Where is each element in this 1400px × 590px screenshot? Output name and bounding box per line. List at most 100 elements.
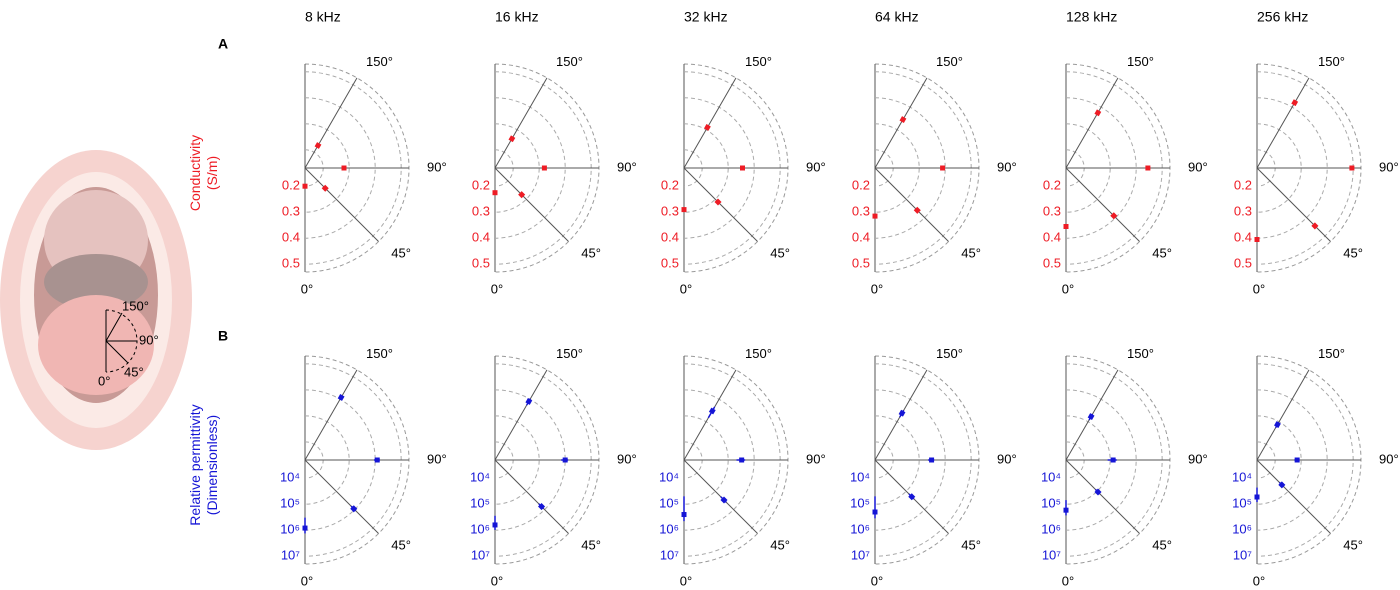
angle-label: 90° [806, 451, 826, 466]
data-point [1295, 458, 1300, 463]
angle-line [495, 168, 569, 242]
data-point [1291, 99, 1298, 106]
angle-label: 90° [617, 451, 637, 466]
angle-label: 0° [1062, 573, 1074, 588]
r-tick-label: 0.4 [1234, 230, 1252, 245]
r-tick-label: 10⁵ [1041, 496, 1061, 511]
angle-label: 0° [871, 281, 883, 296]
r-tick-label: 10⁷ [851, 548, 870, 563]
y-axis-title: Conductivity [187, 135, 203, 211]
angle-label: 45° [1152, 246, 1172, 261]
illustration-label: 45° [124, 364, 144, 379]
angle-label: 0° [301, 573, 313, 588]
data-point [1094, 109, 1101, 116]
data-point [563, 458, 568, 463]
illustration-label: 90° [139, 332, 159, 347]
angle-label: 45° [961, 246, 981, 261]
r-tick-label: 0.3 [282, 204, 300, 219]
column-title: 32 kHz [684, 9, 728, 25]
angle-label: 45° [1343, 246, 1363, 261]
angle-label: 90° [427, 159, 447, 174]
data-point [1088, 413, 1095, 420]
angle-label: 150° [1127, 54, 1154, 69]
r-tick-label: 10⁷ [660, 548, 679, 563]
angle-label: 0° [1253, 281, 1265, 296]
angle-line [684, 78, 736, 168]
r-tick-label: 10⁴ [280, 470, 300, 485]
angle-label: 0° [871, 573, 883, 588]
angle-line [875, 168, 949, 242]
r-tick-label: 10⁶ [659, 522, 679, 537]
angle-label: 150° [556, 346, 583, 361]
angle-label: 150° [366, 54, 393, 69]
data-point [493, 190, 498, 195]
r-tick-label: 10⁶ [1041, 522, 1061, 537]
angle-line [1257, 370, 1309, 460]
data-point [709, 408, 716, 415]
r-tick-label: 10⁶ [1232, 522, 1252, 537]
data-point [899, 410, 906, 417]
r-tick-label: 0.3 [852, 204, 870, 219]
column-title: 16 kHz [495, 9, 539, 25]
data-point [303, 526, 308, 531]
r-tick-label: 0.2 [1234, 178, 1252, 193]
r-tick-label: 10⁴ [1232, 470, 1252, 485]
data-point [740, 166, 745, 171]
illustration-label: 150° [122, 298, 149, 313]
angle-line [495, 460, 569, 534]
data-point [303, 184, 308, 189]
data-point [338, 394, 345, 401]
angle-label: 45° [961, 538, 981, 553]
angle-line [305, 168, 379, 242]
data-point [929, 458, 934, 463]
data-point [1255, 237, 1260, 242]
data-point [508, 135, 515, 142]
angle-label: 0° [1253, 573, 1265, 588]
angle-label: 45° [1152, 538, 1172, 553]
mouth-illustration: 150° 90° 45° 0° [0, 150, 192, 450]
angle-line [1257, 78, 1309, 168]
y-axis-title: (S/m) [204, 156, 220, 190]
r-tick-label: 0.5 [1234, 256, 1252, 271]
angle-label: 90° [1379, 451, 1399, 466]
angle-label: 90° [806, 159, 826, 174]
angle-line [1257, 168, 1331, 242]
angle-line [305, 370, 357, 460]
r-tick-label: 10⁵ [280, 496, 300, 511]
r-tick-label: 10⁶ [850, 522, 870, 537]
y-axis-title: Relative permittivity [187, 404, 203, 525]
r-tick-label: 10⁶ [470, 522, 490, 537]
column-title: 8 kHz [305, 9, 341, 25]
r-tick-label: 0.3 [1043, 204, 1061, 219]
data-point [682, 207, 687, 212]
r-tick-label: 10⁴ [470, 470, 490, 485]
data-point [1064, 224, 1069, 229]
r-tick-label: 0.4 [852, 230, 870, 245]
r-tick-label: 0.3 [661, 204, 679, 219]
r-tick-label: 10⁵ [470, 496, 490, 511]
data-point [900, 116, 907, 123]
angle-label: 150° [1127, 346, 1154, 361]
r-tick-label: 0.2 [661, 178, 679, 193]
data-point [342, 166, 347, 171]
column-title: 128 kHz [1066, 9, 1117, 25]
data-point [739, 458, 744, 463]
angle-label: 0° [491, 573, 503, 588]
angle-label: 45° [391, 538, 411, 553]
r-tick-label: 0.2 [282, 178, 300, 193]
r-tick-label: 10⁵ [850, 496, 870, 511]
data-point [493, 522, 498, 527]
r-tick-label: 0.2 [1043, 178, 1061, 193]
data-point [525, 398, 532, 405]
data-point [375, 458, 380, 463]
angle-line [305, 78, 357, 168]
angle-line [1066, 460, 1140, 534]
panel-label: B [218, 328, 228, 344]
angle-label: 90° [1188, 451, 1208, 466]
angle-label: 45° [581, 538, 601, 553]
data-point [873, 510, 878, 515]
angle-label: 45° [770, 246, 790, 261]
r-tick-label: 10⁷ [281, 548, 300, 563]
figure: 150° 90° 45° 0° 8 kHzAConductivity(S/m)0… [0, 0, 1400, 590]
r-tick-label: 0.4 [472, 230, 490, 245]
